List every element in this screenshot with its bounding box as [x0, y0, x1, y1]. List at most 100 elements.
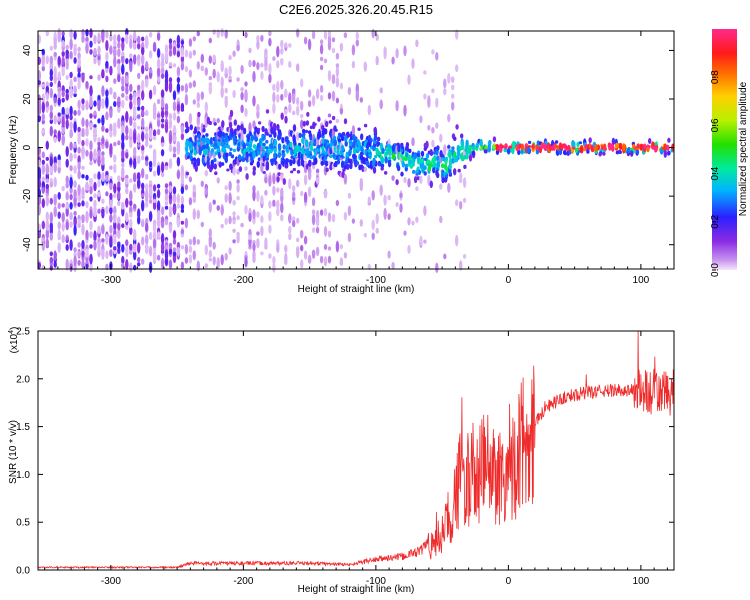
spectrogram-cell [117, 191, 121, 200]
spectrogram-cell [319, 209, 324, 216]
spectrogram-cell [586, 149, 590, 154]
spectrogram-cell [216, 205, 220, 211]
spectrogram-cell [117, 74, 121, 83]
spectrogram-cell [630, 150, 634, 157]
spectrogram-cell [256, 39, 260, 50]
spectrogram-cell [300, 158, 305, 167]
spectrogram-cell [41, 93, 45, 104]
spectrogram-cell [598, 152, 602, 157]
spectrogram-cell [129, 101, 133, 110]
spectrogram-cell [307, 100, 312, 108]
spectrogram-cell [156, 67, 161, 77]
spectrogram-cell [208, 37, 212, 44]
spectrogram-cell [236, 77, 240, 82]
spectrogram-cell [49, 68, 53, 78]
spectrogram-cell [202, 137, 206, 144]
spectrogram-cell [292, 157, 296, 165]
spectrogram-cell [264, 128, 268, 136]
spectrogram-cell [176, 140, 181, 152]
spectrogram-cell [339, 42, 344, 52]
colorbar-label: Normalized spectral amplitude [738, 81, 749, 216]
spectrogram-cell [364, 157, 369, 162]
spectrogram-cell [180, 261, 185, 270]
spectrogram-cell [65, 44, 69, 50]
spectrogram-cell [109, 249, 113, 258]
spectrogram-cell [176, 193, 181, 204]
spectrogram-cell [331, 74, 336, 85]
spectrogram-cell [603, 147, 607, 151]
spectrogram-cell [141, 117, 145, 129]
spectrogram-cell [121, 85, 125, 92]
spectrogram-cell [168, 185, 173, 194]
spectrogram-cell [73, 31, 77, 40]
spectrogram-cell [65, 244, 69, 251]
spectrogram-cell [316, 148, 320, 153]
spectrogram-cell [121, 37, 125, 43]
spectrogram-cell [284, 115, 288, 124]
spectrogram-cell [288, 178, 292, 190]
spectrogram-cell [252, 60, 256, 67]
spectrogram-cell [395, 179, 399, 186]
spectrogram-cell [208, 76, 212, 81]
spectrogram-cell [185, 171, 190, 176]
spectrogram-cell [133, 183, 137, 193]
spectrogram-cell [296, 145, 300, 150]
spectrogram-cell [188, 254, 193, 264]
spectrogram-cell [93, 34, 97, 45]
colorbar-tick-label: 0.2 [710, 214, 721, 228]
spectrogram-cell [268, 63, 272, 75]
spectrogram-cell [180, 62, 185, 71]
spectrogram-cell [439, 215, 443, 224]
spectrogram-cell [415, 169, 419, 173]
x-tick-label: -200 [233, 275, 253, 286]
spectrogram-cell [184, 83, 189, 94]
spectrogram-cell [288, 92, 292, 104]
spectrogram-cell [69, 186, 73, 194]
spectrogram-cell [297, 160, 301, 167]
spectrogram-cell [276, 199, 280, 210]
spectrogram-cell [113, 163, 117, 174]
spectrogram-cell [53, 73, 57, 85]
spectrogram-cell [479, 138, 483, 147]
spectrogram-cell [351, 60, 356, 69]
spectrogram-cell [77, 223, 81, 228]
spectrogram-cell [89, 113, 93, 119]
spectrogram-cell [145, 38, 149, 49]
spectrogram-cell [368, 153, 372, 157]
spectrogram-cell [53, 136, 57, 143]
spectrogram-cell [229, 163, 233, 170]
spectrogram-cell [404, 166, 408, 172]
spectrogram-cell [57, 97, 61, 106]
spectrogram-cell [327, 230, 332, 238]
spectrogram-cell [113, 125, 117, 138]
spectrogram-cell [284, 158, 289, 165]
spectrogram-cell [379, 99, 383, 110]
x-tick-label: -300 [101, 576, 121, 587]
spectrogram-cell [49, 45, 53, 51]
spectrogram-cell [113, 233, 117, 240]
spectrogram-cell [212, 241, 216, 250]
spectrogram-cell [148, 180, 153, 185]
spectrogram-cell [69, 121, 73, 130]
spectrogram-cell [443, 163, 448, 171]
spectrogram-cell [429, 180, 433, 189]
spectrogram-cell [188, 52, 193, 59]
spectrogram-cell [436, 145, 440, 151]
spectrogram-cell [180, 175, 185, 181]
spectrogram-cell [57, 112, 61, 117]
spectrogram-cell [324, 128, 328, 135]
spectrogram-cell [237, 155, 242, 161]
spectrogram-cell [554, 140, 559, 144]
spectrogram-cell [431, 139, 435, 148]
spectrogram-cell [85, 29, 89, 37]
spectrogram-cell [160, 66, 165, 75]
spectrogram-cell [441, 177, 445, 184]
spectrogram-cell [121, 75, 125, 87]
spectrogram-cell [105, 30, 109, 39]
spectrogram-cell [236, 183, 240, 193]
spectrogram-cell [172, 204, 177, 215]
spectrogram-cell [85, 100, 89, 111]
spectrogram-cell [435, 51, 439, 61]
spectrogram-cell [145, 126, 149, 133]
spectrogram-cell [240, 87, 244, 92]
